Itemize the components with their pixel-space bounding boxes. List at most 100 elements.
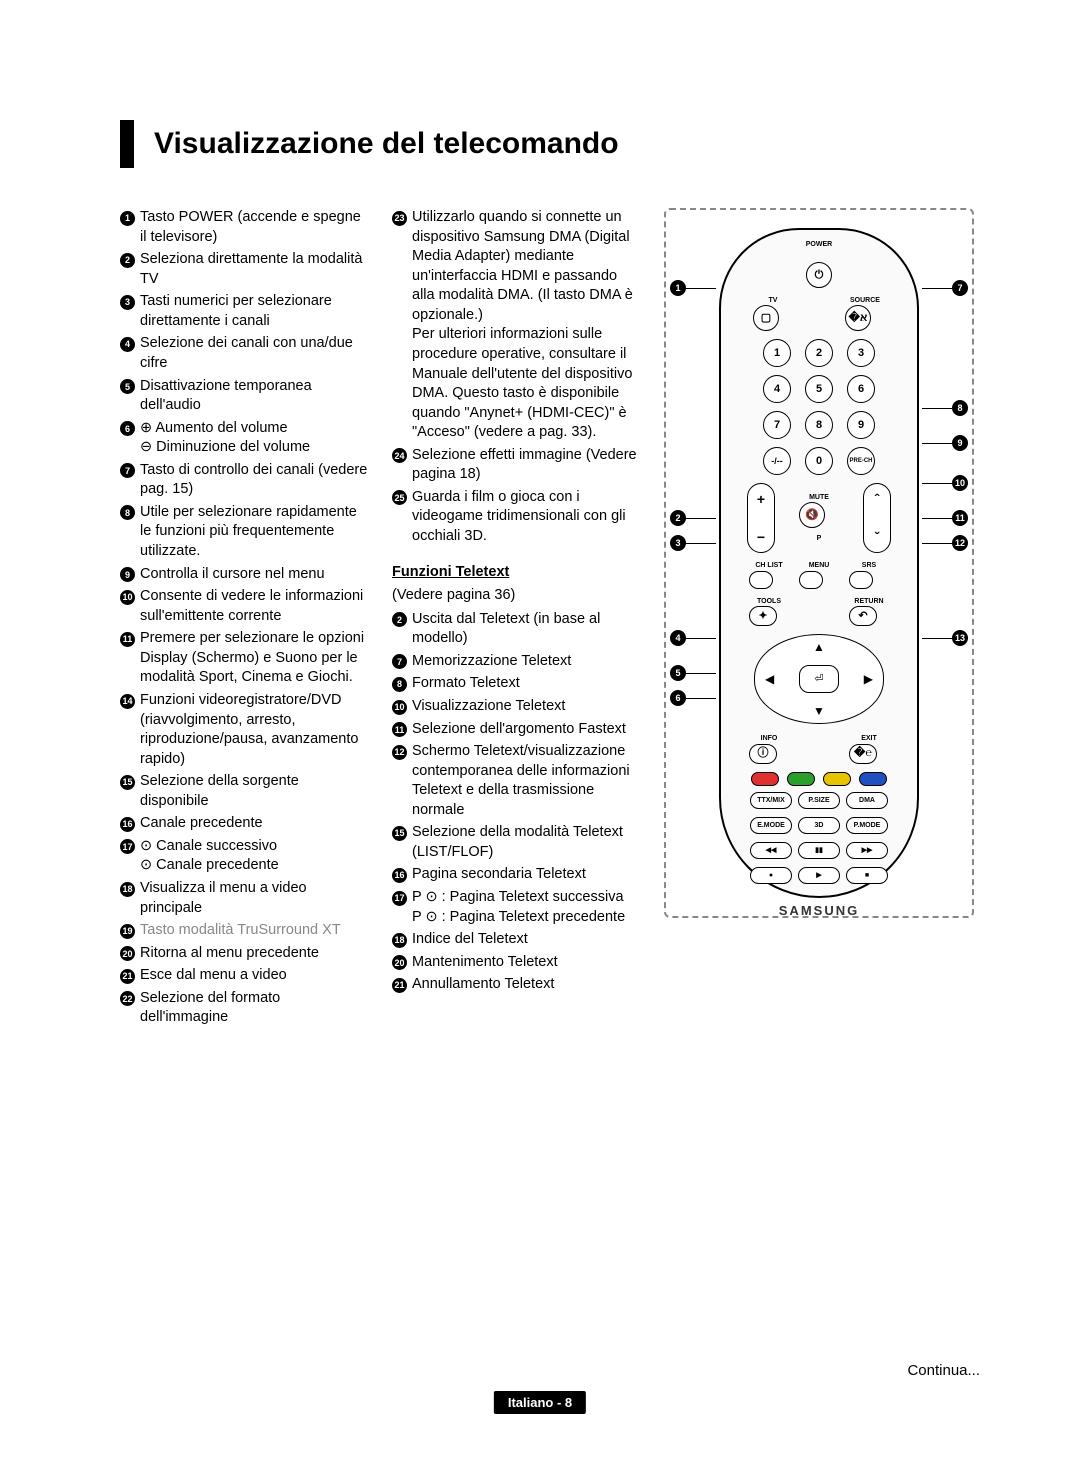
- num-3[interactable]: 3: [847, 339, 875, 367]
- chlist-button[interactable]: [749, 571, 773, 589]
- title-accent: [120, 120, 134, 168]
- item-text: Annullamento Teletext: [412, 975, 642, 995]
- item-text: Utile per selezionare rapidamente le fun…: [140, 503, 370, 562]
- tools-button[interactable]: ✦: [749, 606, 777, 626]
- item-text: Ritorna al menu precedente: [140, 944, 370, 964]
- record-button[interactable]: ●: [750, 867, 792, 884]
- dash-button[interactable]: -/--: [763, 447, 791, 475]
- dpad-up[interactable]: ▲: [813, 639, 825, 655]
- bullet-icon: 9: [120, 565, 140, 585]
- remote-diagram: 1 2 3 4 5 6 7 8 9 10: [664, 208, 974, 918]
- prech-button[interactable]: PRE-CH: [847, 447, 875, 475]
- item-text: Disattivazione temporanea dell'audio: [140, 377, 370, 416]
- red-button[interactable]: [751, 772, 779, 786]
- label-chlist: CH LIST: [749, 561, 789, 570]
- list-item: 15Selezione della modalità Teletext (LIS…: [392, 823, 642, 862]
- list-item: 8Formato Teletext: [392, 674, 642, 694]
- mute-button[interactable]: 🔇: [799, 502, 825, 528]
- green-button[interactable]: [787, 772, 815, 786]
- num-8[interactable]: 8: [805, 411, 833, 439]
- 3d-button[interactable]: 3D: [798, 817, 840, 834]
- num-7[interactable]: 7: [763, 411, 791, 439]
- teletext-sub: (Vedere pagina 36): [392, 586, 642, 606]
- channel-rocker[interactable]: ˆˇ: [863, 483, 891, 553]
- callout-3: 3: [670, 535, 686, 551]
- dma-button[interactable]: DMA: [846, 792, 888, 809]
- volume-rocker[interactable]: +−: [747, 483, 775, 553]
- num-5[interactable]: 5: [805, 375, 833, 403]
- item-text: Tasto modalità TruSurround XT: [140, 921, 370, 941]
- num-0[interactable]: 0: [805, 447, 833, 475]
- list-item: 10Consente di vedere le informazioni sul…: [120, 587, 370, 626]
- item-text: Selezione della modalità Teletext (LIST/…: [412, 823, 642, 862]
- callout-11: 11: [952, 510, 968, 526]
- dpad[interactable]: ▲ ▼ ◀ ▶ ⏎: [754, 634, 884, 724]
- bullet-icon: 17: [120, 837, 140, 876]
- continua-text: Continua...: [907, 1362, 980, 1379]
- blue-button[interactable]: [859, 772, 887, 786]
- label-menu: MENU: [799, 561, 839, 570]
- list-item: 9Controlla il cursore nel menu: [120, 565, 370, 585]
- page-number: Italiano - 8: [494, 1391, 586, 1414]
- pmode-button[interactable]: P.MODE: [846, 817, 888, 834]
- item-text: Consente di vedere le informazioni sull'…: [140, 587, 370, 626]
- source-button[interactable]: �אּ: [845, 305, 871, 331]
- num-2[interactable]: 2: [805, 339, 833, 367]
- callout-7: 7: [952, 280, 968, 296]
- play-button[interactable]: ▶: [798, 867, 840, 884]
- dpad-down[interactable]: ▼: [813, 703, 825, 719]
- forward-button[interactable]: ▶▶: [846, 842, 888, 859]
- label-tv: TV: [753, 296, 793, 305]
- list-item: 21Esce dal menu a video: [120, 966, 370, 986]
- dpad-right[interactable]: ▶: [864, 671, 873, 687]
- bullet-icon: 4: [120, 334, 140, 373]
- column-remote: 1 2 3 4 5 6 7 8 9 10: [664, 208, 974, 1031]
- stop-button[interactable]: ■: [846, 867, 888, 884]
- item-text: Guarda i film o gioca con i videogame tr…: [412, 488, 642, 547]
- num-9[interactable]: 9: [847, 411, 875, 439]
- tv-button[interactable]: ▢: [753, 305, 779, 331]
- item-text: P ⊙ : Pagina Teletext successivaP ⊙ : Pa…: [412, 888, 642, 927]
- bullet-icon: 3: [120, 292, 140, 331]
- list-item: 2Seleziona direttamente la modalità TV: [120, 250, 370, 289]
- num-1[interactable]: 1: [763, 339, 791, 367]
- rewind-button[interactable]: ◀◀: [750, 842, 792, 859]
- srs-button[interactable]: [849, 571, 873, 589]
- list-item: 8Utile per selezionare rapidamente le fu…: [120, 503, 370, 562]
- psize-button[interactable]: P.SIZE: [798, 792, 840, 809]
- label-return: RETURN: [849, 597, 889, 606]
- bullet-icon: 8: [392, 674, 412, 694]
- emode-button[interactable]: E.MODE: [750, 817, 792, 834]
- item-text: Canale precedente: [140, 814, 370, 834]
- item-text: Selezione effetti immagine (Vedere pagin…: [412, 446, 642, 485]
- item-text: Mantenimento Teletext: [412, 953, 642, 973]
- num-6[interactable]: 6: [847, 375, 875, 403]
- power-button[interactable]: ⏻: [806, 262, 832, 288]
- ttx-button[interactable]: TTX/MIX: [750, 792, 792, 809]
- label-power: POWER: [799, 240, 839, 249]
- list-item: 5Disattivazione temporanea dell'audio: [120, 377, 370, 416]
- dpad-left[interactable]: ◀: [765, 671, 774, 687]
- item-text: Tasti numerici per selezionare direttame…: [140, 292, 370, 331]
- bullet-icon: 18: [120, 879, 140, 918]
- item-text: Memorizzazione Teletext: [412, 652, 642, 672]
- item-text: ⊕ Aumento del volume⊖ Diminuzione del vo…: [140, 419, 370, 458]
- pause-button[interactable]: ▮▮: [798, 842, 840, 859]
- item-text: Visualizzazione Teletext: [412, 697, 642, 717]
- num-4[interactable]: 4: [763, 375, 791, 403]
- return-button[interactable]: ↶: [849, 606, 877, 626]
- title-bar: Visualizzazione del telecomando: [120, 120, 1000, 168]
- bullet-icon: 22: [120, 989, 140, 1028]
- callout-6: 6: [670, 690, 686, 706]
- item-text: Indice del Teletext: [412, 930, 642, 950]
- list-item: 1Tasto POWER (accende e spegne il televi…: [120, 208, 370, 247]
- info-button[interactable]: ⓘ: [749, 744, 777, 764]
- bullet-icon: 12: [392, 742, 412, 820]
- yellow-button[interactable]: [823, 772, 851, 786]
- menu-button[interactable]: [799, 571, 823, 589]
- content-columns: 1Tasto POWER (accende e spegne il televi…: [120, 208, 1000, 1031]
- list-item: 16Pagina secondaria Teletext: [392, 865, 642, 885]
- dpad-enter[interactable]: ⏎: [799, 665, 839, 693]
- bullet-icon: 15: [120, 772, 140, 811]
- exit-button[interactable]: �℮: [849, 744, 877, 764]
